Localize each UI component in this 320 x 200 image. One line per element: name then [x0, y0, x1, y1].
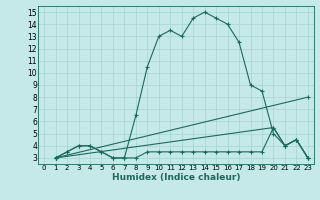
- X-axis label: Humidex (Indice chaleur): Humidex (Indice chaleur): [112, 173, 240, 182]
